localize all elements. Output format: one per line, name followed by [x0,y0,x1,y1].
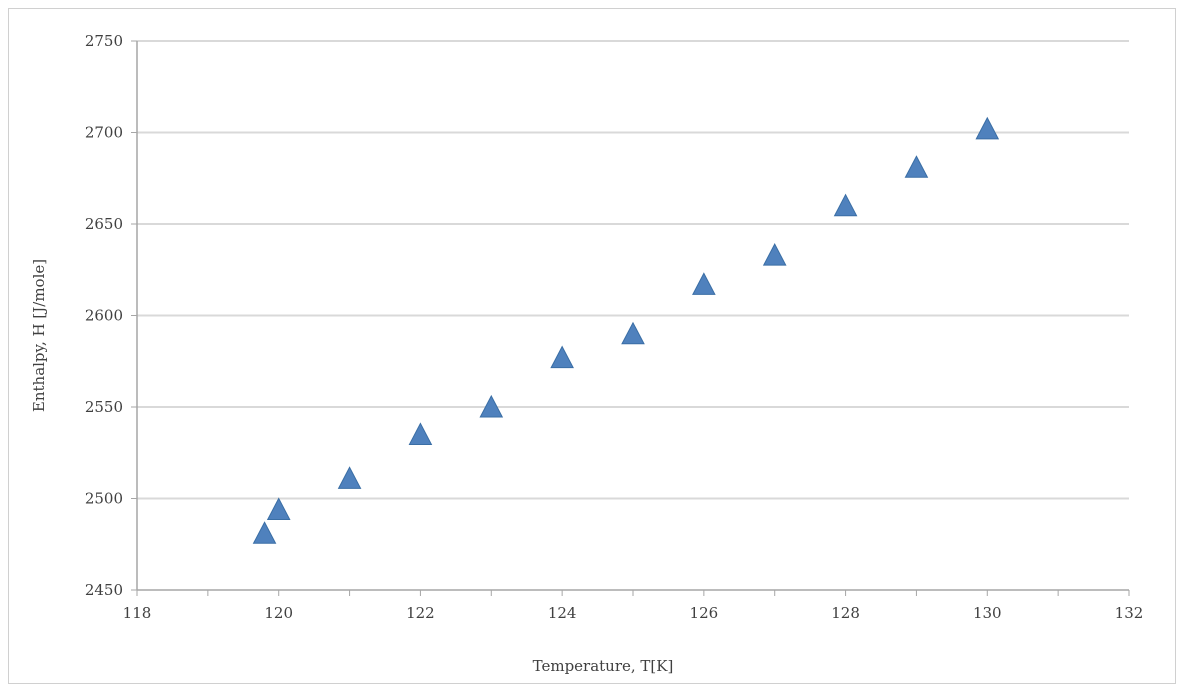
y-axis-title: Enthalpy, H [J/mole] [30,259,48,412]
data-point-11 [975,116,1000,140]
x-tick-label-4: 126 [690,604,719,622]
data-point-2 [337,466,362,489]
x-tick-labels: 118 120 122 124 126 128 130 132 [123,604,1144,622]
data-point-7 [692,272,716,295]
x-tick-label-6: 130 [973,604,1002,622]
x-tick-label-0: 118 [123,604,152,622]
x-tick-label-3: 124 [548,604,577,622]
x-tick-label-1: 120 [264,604,293,622]
y-tick-label-3: 2600 [85,307,123,325]
x-axis-title: Temperature, T[K] [533,657,674,675]
chart-frame [8,8,1176,684]
y-tick-labels: 2450 2500 2550 2600 2650 2700 2750 [85,32,123,599]
x-tick-label-7: 132 [1115,604,1144,622]
y-tick-label-1: 2500 [85,490,123,508]
data-point-10 [904,155,929,178]
data-points [252,116,1000,544]
data-point-5 [550,345,574,369]
data-point-4 [479,394,504,418]
data-point-1 [266,497,291,520]
gridlines [137,40,1129,500]
y-tick-label-6: 2750 [85,32,123,50]
data-point-0 [252,521,277,544]
data-point-8 [762,243,787,266]
y-tick-label-0: 2450 [85,581,123,599]
data-point-9 [833,193,858,217]
axes [131,40,1130,596]
x-tick-label-5: 128 [831,604,860,622]
y-tick-label-2: 2550 [85,398,123,416]
data-point-6 [621,321,645,345]
x-tick-label-2: 122 [406,604,435,622]
data-point-3 [408,422,433,445]
y-tick-label-5: 2700 [85,124,123,142]
y-tick-label-4: 2650 [85,215,123,233]
